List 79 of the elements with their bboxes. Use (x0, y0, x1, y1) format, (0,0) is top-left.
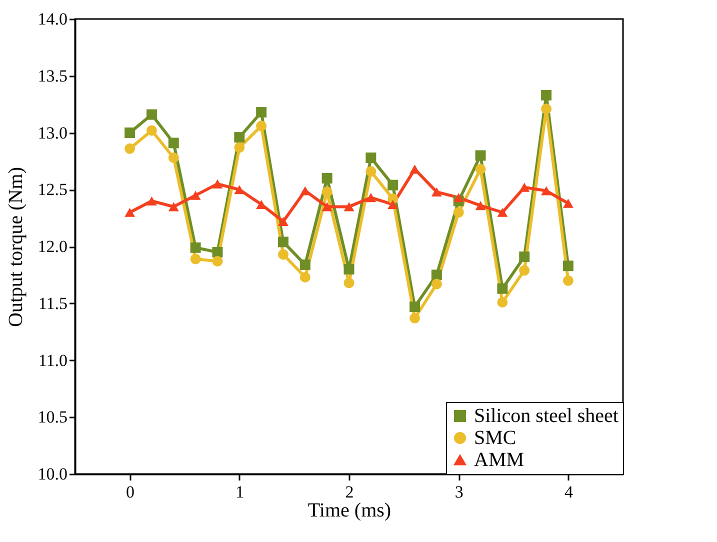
point (300, 272, 310, 282)
point (410, 302, 420, 312)
point (124, 143, 136, 154)
point (562, 260, 574, 272)
point (278, 216, 288, 226)
y-tick-label: 14.0 (38, 10, 68, 28)
point (497, 297, 508, 308)
point (431, 187, 442, 196)
point (519, 251, 530, 262)
y-tick-label: 10.5 (38, 408, 68, 427)
point (278, 236, 288, 248)
point (366, 166, 376, 177)
point (146, 196, 157, 206)
point (541, 186, 552, 196)
point (124, 208, 136, 217)
x-tick-label: 2 (345, 482, 354, 502)
point (234, 132, 245, 143)
point (212, 179, 223, 188)
point (497, 283, 508, 294)
point (300, 186, 310, 196)
point (256, 107, 267, 118)
point (234, 142, 245, 153)
point (366, 152, 376, 164)
point (146, 125, 157, 136)
point (541, 90, 552, 100)
point (344, 278, 354, 288)
point (146, 109, 157, 120)
point (453, 193, 464, 202)
y-tick-label: 12.5 (38, 180, 68, 200)
y-tick-label: 10.0 (38, 464, 68, 484)
point (190, 254, 201, 264)
point (562, 198, 574, 208)
y-tick-label: 12.0 (38, 237, 68, 256)
point (212, 246, 223, 258)
point (212, 256, 223, 267)
point (388, 180, 398, 190)
legend-label: Silicon steel sheet (474, 405, 619, 427)
y-tick-label: 13.5 (38, 66, 68, 86)
point (431, 278, 442, 290)
point (124, 128, 136, 138)
point (453, 207, 464, 218)
y-tick-label: 11.0 (38, 350, 68, 370)
point (562, 275, 574, 286)
point (519, 182, 530, 192)
point (475, 164, 486, 174)
point (475, 150, 486, 161)
y-axis-title: Output torque (Nm) (4, 167, 27, 327)
point (234, 185, 245, 194)
point (541, 104, 552, 114)
legend-label: SMC (474, 427, 516, 449)
point (410, 164, 420, 174)
x-tick-label: 3 (454, 482, 464, 502)
point (344, 202, 354, 212)
point (410, 312, 420, 324)
point (497, 208, 508, 217)
point (168, 152, 179, 164)
legend-label: AMM (474, 449, 524, 471)
y-tick-label: 11.5 (38, 294, 68, 313)
point (322, 202, 332, 212)
point (475, 201, 486, 210)
point (256, 120, 267, 132)
x-tick-label: 1 (236, 482, 244, 502)
x-axis-title: Time (ms) (308, 500, 392, 522)
point (278, 249, 288, 260)
x-tick-label: 4 (564, 482, 574, 502)
point (388, 200, 398, 209)
point (168, 138, 179, 148)
point (300, 259, 310, 270)
point (190, 242, 201, 253)
point (344, 264, 354, 274)
y-tick-label: 13.0 (38, 123, 68, 142)
point (431, 270, 442, 280)
point (322, 173, 332, 184)
point (190, 190, 201, 200)
x-tick-label: 0 (126, 482, 135, 502)
point (168, 202, 179, 212)
point (322, 186, 332, 198)
point (366, 193, 376, 202)
point (519, 265, 530, 276)
